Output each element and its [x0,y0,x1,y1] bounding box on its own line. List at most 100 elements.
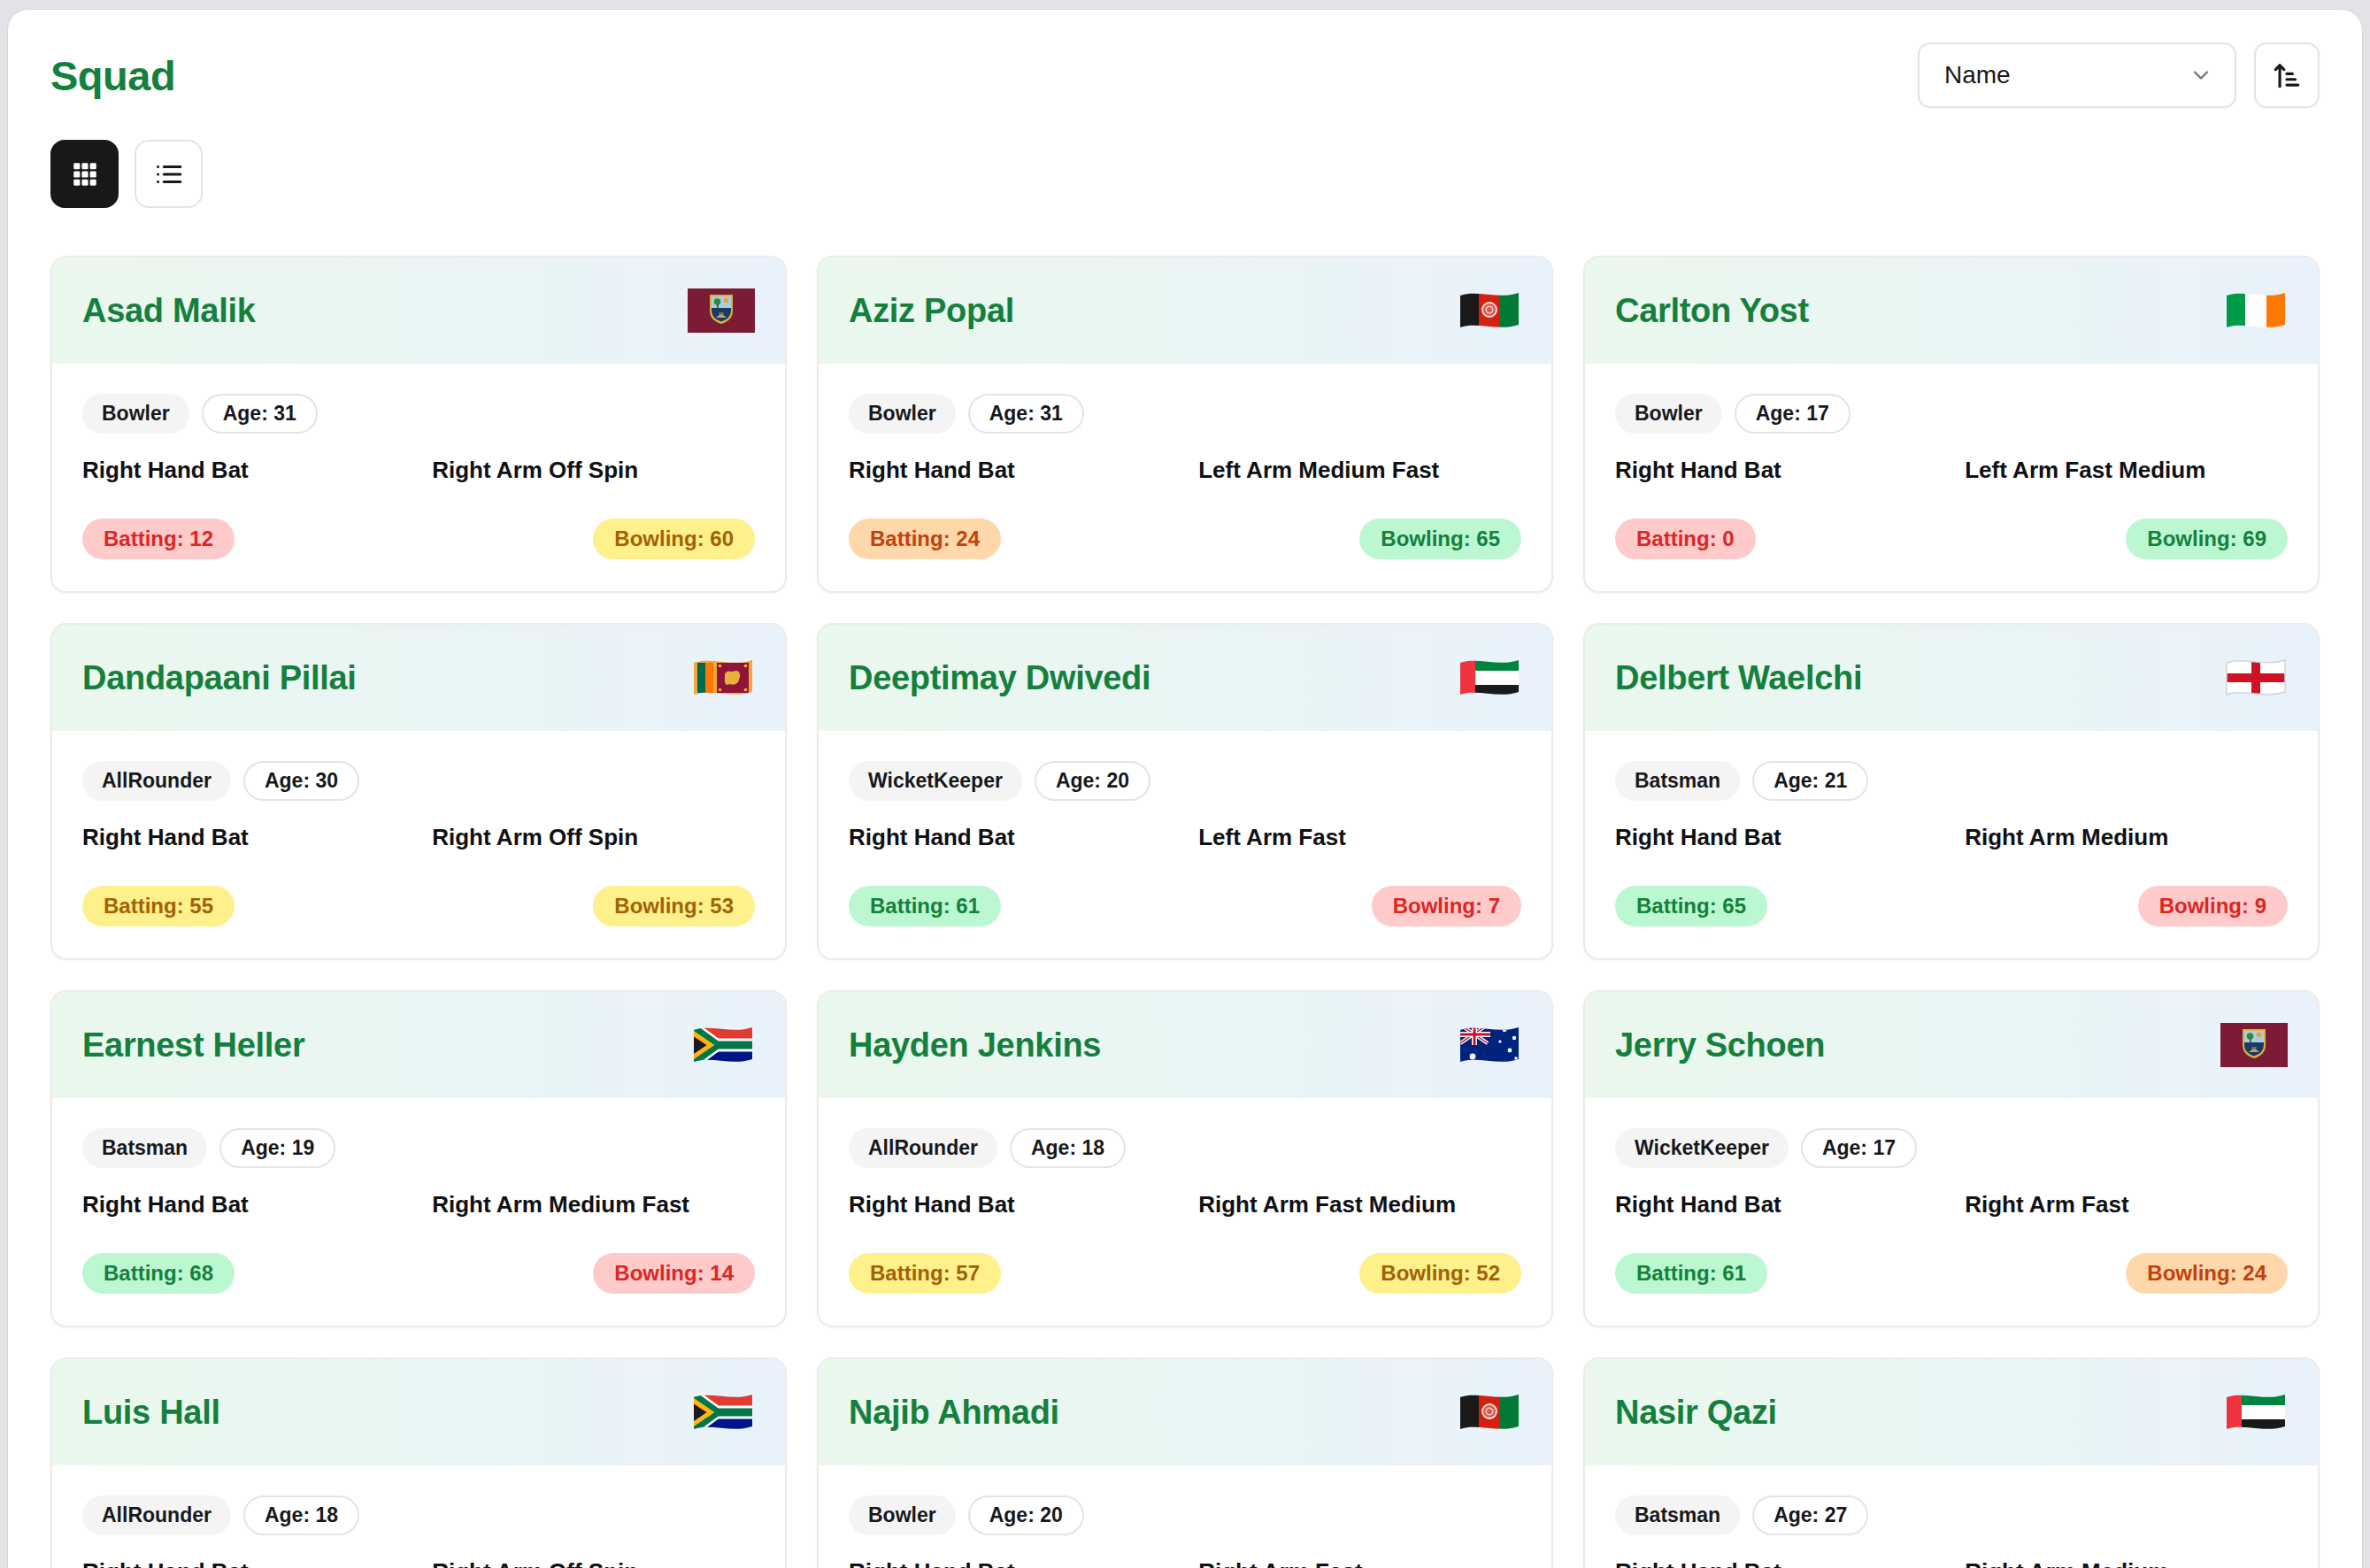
player-badges: Batsman Age: 19 [82,1128,755,1168]
age-badge: Age: 19 [219,1128,335,1168]
player-styles: Right Hand Bat Left Arm Medium Fast [849,457,1521,484]
player-card-header: Delbert Waelchi [1585,625,2318,731]
role-badge: Bowler [1615,394,1722,434]
player-card-header: Dandapaani Pillai [52,625,785,731]
skill-badges: Batting: 65 Bowling: 9 [1615,886,2288,926]
flag-ireland-icon [2224,288,2288,334]
list-icon [154,159,184,189]
player-card-body: AllRounder Age: 30 Right Hand Bat Right … [52,731,785,958]
batting-style: Right Hand Bat [849,1191,1198,1218]
player-name: Asad Malik [82,292,256,330]
batting-skill-badge: Batting: 57 [849,1253,1001,1294]
age-badge: Age: 18 [1010,1128,1126,1168]
batting-style: Right Hand Bat [849,457,1198,484]
player-name: Earnest Heller [82,1026,304,1065]
player-card-header: Earnest Heller [52,992,785,1098]
player-card-header: Asad Malik [52,257,785,364]
player-card-header: Jerry Schoen [1585,992,2318,1098]
flag-west-indies-icon [688,288,755,333]
bowling-style: Left Arm Fast Medium [1965,457,2288,484]
player-badges: Batsman Age: 27 [1615,1495,2288,1535]
batting-skill-badge: Batting: 24 [849,519,1001,559]
player-card: Aziz Popal Bowler Age: 31 Right Hand Bat… [817,256,1553,593]
player-badges: Bowler Age: 31 [849,394,1521,434]
player-name: Delbert Waelchi [1615,659,1862,697]
age-badge: Age: 30 [243,761,359,801]
bowling-style: Right Arm Fast Medium [1198,1191,1521,1218]
bowling-skill-badge: Bowling: 7 [1372,886,1521,926]
player-badges: WicketKeeper Age: 20 [849,761,1521,801]
role-badge: Bowler [849,1495,956,1535]
player-styles: Right Hand Bat Right Arm Off Spin [82,457,755,484]
player-card-body: AllRounder Age: 18 Right Hand Bat Right … [819,1098,1551,1326]
player-card-body: AllRounder Age: 18 Right Hand Bat Right … [52,1465,785,1568]
age-badge: Age: 31 [202,394,318,434]
page-header: Squad Name [50,42,2320,108]
grid-view-button[interactable] [50,140,119,208]
batting-style: Right Hand Bat [82,1191,432,1218]
list-view-button[interactable] [135,140,203,208]
age-badge: Age: 17 [1735,394,1851,434]
player-styles: Right Hand Bat Left Arm Fast [849,824,1521,851]
player-card: Dandapaani Pillai AllRounder Age: 30 Rig… [50,623,787,960]
page-title: Squad [50,51,175,100]
bowling-skill-badge: Bowling: 52 [1359,1253,1521,1294]
skill-badges: Batting: 68 Bowling: 14 [82,1253,755,1294]
role-badge: Batsman [1615,1495,1740,1535]
bowling-style: Right Arm Fast [1965,1191,2288,1218]
player-card: Carlton Yost Bowler Age: 17 Right Hand B… [1583,256,2320,593]
bowling-skill-badge: Bowling: 60 [593,519,755,559]
flag-uae-icon [2224,1389,2288,1435]
age-badge: Age: 20 [968,1495,1084,1535]
role-badge: AllRounder [849,1128,997,1168]
player-card: Deeptimay Dwivedi WicketKeeper Age: 20 R… [817,623,1553,960]
flag-south-africa-icon [691,1022,755,1068]
player-name: Deeptimay Dwivedi [849,659,1150,697]
player-styles: Right Hand Bat Right Arm Medium [1615,1558,2288,1568]
squad-page: Squad Name Asad Malik [7,9,2363,1568]
player-styles: Right Hand Bat Right Arm Fast [1615,1191,2288,1218]
batting-style: Right Hand Bat [849,1558,1198,1568]
sort-select[interactable]: Name [1918,42,2236,108]
batting-style: Right Hand Bat [1615,1191,1965,1218]
flag-australia-icon [1458,1022,1521,1068]
bowling-skill-badge: Bowling: 14 [593,1253,755,1294]
bowling-style: Right Arm Off Spin [432,824,755,851]
player-styles: Right Hand Bat Right Arm Fast Medium [849,1191,1521,1218]
player-card-header: Deeptimay Dwivedi [819,625,1551,731]
batting-style: Right Hand Bat [849,824,1198,851]
batting-skill-badge: Batting: 0 [1615,519,1756,559]
player-badges: Bowler Age: 31 [82,394,755,434]
bowling-style: Right Arm Off Spin [432,1558,755,1568]
age-badge: Age: 21 [1752,761,1868,801]
role-badge: WicketKeeper [1615,1128,1789,1168]
sort-direction-button[interactable] [2254,42,2320,108]
player-card-body: Batsman Age: 21 Right Hand Bat Right Arm… [1585,731,2318,958]
player-card-body: WicketKeeper Age: 20 Right Hand Bat Left… [819,731,1551,958]
player-grid: Asad Malik Bowler Age: 31 Right Hand Bat… [50,256,2320,1568]
skill-badges: Batting: 24 Bowling: 65 [849,519,1521,559]
player-card-header: Najib Ahmadi [819,1359,1551,1465]
player-card-body: Batsman Age: 27 Right Hand Bat Right Arm… [1585,1465,2318,1568]
bowling-style: Right Arm Fast [1198,1558,1521,1568]
batting-style: Right Hand Bat [1615,824,1965,851]
view-toggle-group [50,140,2320,208]
role-badge: AllRounder [82,761,231,801]
skill-badges: Batting: 0 Bowling: 69 [1615,519,2288,559]
skill-badges: Batting: 61 Bowling: 7 [849,886,1521,926]
player-badges: Bowler Age: 20 [849,1495,1521,1535]
player-name: Dandapaani Pillai [82,659,357,697]
role-badge: Bowler [82,394,189,434]
batting-skill-badge: Batting: 61 [1615,1253,1767,1294]
batting-style: Right Hand Bat [82,1558,432,1568]
player-card: Asad Malik Bowler Age: 31 Right Hand Bat… [50,256,787,593]
player-card: Najib Ahmadi Bowler Age: 20 Right Hand B… [817,1357,1553,1568]
player-badges: AllRounder Age: 18 [82,1495,755,1535]
batting-style: Right Hand Bat [82,824,432,851]
player-styles: Right Hand Bat Right Arm Medium [1615,824,2288,851]
arrow-up-narrow-wide-icon [2270,58,2304,92]
player-card-body: Bowler Age: 17 Right Hand Bat Left Arm F… [1585,364,2318,591]
role-badge: Bowler [849,394,956,434]
bowling-skill-badge: Bowling: 65 [1359,519,1521,559]
batting-skill-badge: Batting: 61 [849,886,1001,926]
